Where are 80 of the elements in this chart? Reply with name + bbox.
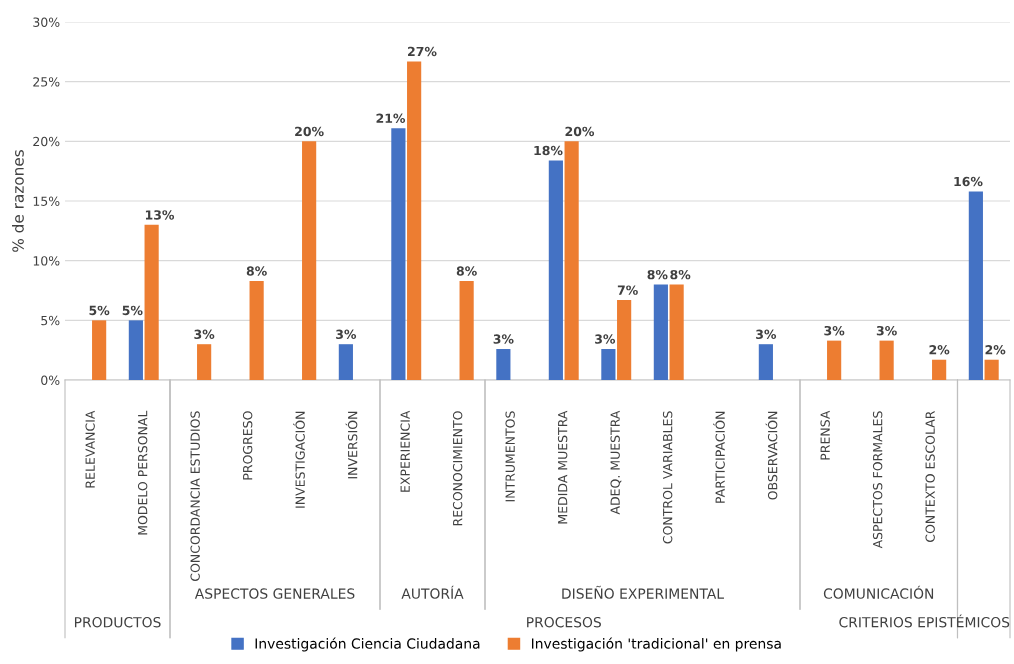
bar xyxy=(548,160,563,380)
bar xyxy=(197,344,212,380)
bar xyxy=(968,191,983,380)
x-tick-label: ADEQ. MUESTRA xyxy=(610,410,622,515)
x-tick-label: CONTROL VARIABLES xyxy=(662,411,673,544)
x-tick-label: RELEVANCIA xyxy=(85,410,95,488)
y-tick-label: 30% xyxy=(33,17,60,27)
x-tick-label: CONCORDANCIA ESTUDIOS xyxy=(190,411,200,581)
text: DISEÑO EXPERIMENTAL xyxy=(562,585,724,599)
x-tick-label: RECONOCIMIENTO xyxy=(452,411,463,526)
data-label: 3% xyxy=(336,329,357,339)
bar xyxy=(92,320,107,380)
y-tick-label: 0% xyxy=(41,375,60,385)
bar xyxy=(879,340,894,380)
y-tick-label: 25% xyxy=(33,77,60,87)
bar xyxy=(459,280,474,380)
data-label: 3% xyxy=(756,329,777,339)
y-tick-label: 15% xyxy=(33,196,60,206)
text: COMUNICACIÓN xyxy=(823,585,934,599)
text: AUTORÍA xyxy=(401,585,464,599)
x-tick-label: ASPECTOS FORMALES xyxy=(872,411,883,549)
y-axis-title: % de razones xyxy=(12,150,24,252)
bar xyxy=(932,359,947,380)
x-tick-label: PARTICIPACIÓN xyxy=(713,411,725,503)
text: ASPECTOS GENERALES xyxy=(194,588,355,599)
bar xyxy=(407,61,422,380)
bar xyxy=(338,344,353,380)
data-label: 2% xyxy=(929,345,950,355)
x-tick-label: OBSERVACIÓN xyxy=(765,411,778,500)
x-tick-label: CONTEXTO ESCOLAR xyxy=(925,410,935,542)
bar xyxy=(144,224,159,380)
bar xyxy=(249,280,264,380)
data-label: 20% xyxy=(565,126,595,137)
data-label: 2% xyxy=(985,345,1006,355)
data-label: 8% xyxy=(246,266,267,276)
bar xyxy=(758,344,773,380)
data-label: 3% xyxy=(493,334,514,344)
data-label: 27% xyxy=(408,46,437,57)
data-label: 3% xyxy=(876,325,897,336)
data-label: 20% xyxy=(295,126,324,137)
x-tick-label: MEDIDA MUESTRA xyxy=(557,410,568,524)
text: PROCESOS xyxy=(527,616,601,628)
bar xyxy=(984,359,999,380)
x-tick-label: EXPERIENCIA xyxy=(400,410,410,492)
bar xyxy=(827,340,842,380)
data-label: 8% xyxy=(456,266,477,276)
bar xyxy=(601,348,616,380)
data-label: 3% xyxy=(194,329,215,339)
data-label: 7% xyxy=(617,285,638,295)
data-label: 8% xyxy=(670,269,691,280)
bar xyxy=(617,300,632,380)
data-label: 3% xyxy=(595,334,616,344)
y-tick-label: 10% xyxy=(33,256,60,266)
data-label: 8% xyxy=(647,269,668,280)
bar xyxy=(128,320,143,380)
data-label: 3% xyxy=(824,325,845,336)
x-tick-label: INVESTIGACIÓN xyxy=(293,411,305,508)
legend-label: Investigación Ciencia Ciudadana xyxy=(255,637,480,652)
data-label: 16% xyxy=(954,176,983,187)
data-label: 5% xyxy=(89,305,110,316)
bar xyxy=(669,284,684,380)
x-tick-label: INVERSIÓN xyxy=(345,411,358,479)
bar xyxy=(564,141,579,380)
text: CRITERIOS EPISTÉMICOS xyxy=(839,614,1010,628)
bar xyxy=(391,128,406,380)
data-label: 5% xyxy=(122,305,143,316)
bar xyxy=(653,284,668,380)
bar xyxy=(302,141,317,380)
data-label: 21% xyxy=(376,113,406,124)
x-tick-label: MODELO PERSONAL xyxy=(137,410,148,535)
data-label: 18% xyxy=(534,145,563,156)
text: PRODUCTOS xyxy=(74,616,161,628)
x-tick-label: PROGRESO xyxy=(242,411,253,480)
bar xyxy=(496,348,511,380)
data-label: 13% xyxy=(145,210,175,220)
y-tick-label: 5% xyxy=(41,315,60,326)
x-tick-label: PRENSA xyxy=(820,410,830,460)
x-tick-label: INTRUMENTOS xyxy=(505,411,515,502)
y-tick-label: 20% xyxy=(33,136,60,147)
legend-label: Investigación 'tradicional' en prensa xyxy=(531,637,781,652)
